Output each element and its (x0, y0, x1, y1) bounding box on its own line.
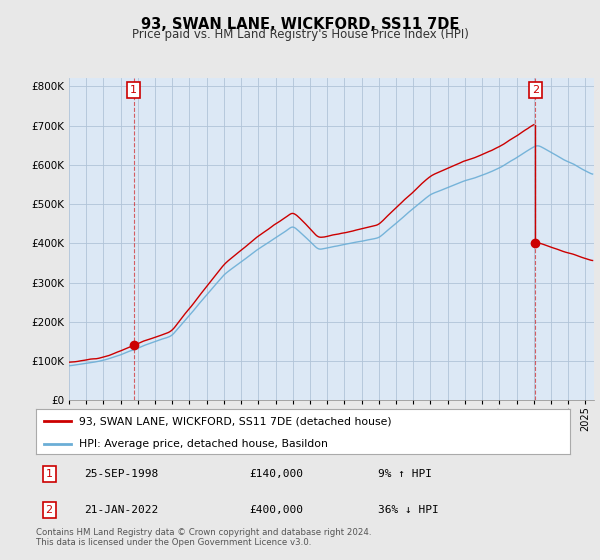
Text: 9% ↑ HPI: 9% ↑ HPI (378, 469, 432, 479)
Text: £140,000: £140,000 (250, 469, 304, 479)
Text: 1: 1 (46, 469, 53, 479)
Text: 2: 2 (46, 505, 53, 515)
Text: 21-JAN-2022: 21-JAN-2022 (84, 505, 158, 515)
Text: 36% ↓ HPI: 36% ↓ HPI (378, 505, 439, 515)
Text: HPI: Average price, detached house, Basildon: HPI: Average price, detached house, Basi… (79, 438, 328, 449)
Text: 93, SWAN LANE, WICKFORD, SS11 7DE: 93, SWAN LANE, WICKFORD, SS11 7DE (141, 17, 459, 32)
Text: 93, SWAN LANE, WICKFORD, SS11 7DE (detached house): 93, SWAN LANE, WICKFORD, SS11 7DE (detac… (79, 416, 391, 426)
Text: Contains HM Land Registry data © Crown copyright and database right 2024.
This d: Contains HM Land Registry data © Crown c… (36, 528, 371, 547)
Text: 1: 1 (130, 85, 137, 95)
Text: 2: 2 (532, 85, 539, 95)
Text: £400,000: £400,000 (250, 505, 304, 515)
Text: Price paid vs. HM Land Registry's House Price Index (HPI): Price paid vs. HM Land Registry's House … (131, 28, 469, 41)
Text: 25-SEP-1998: 25-SEP-1998 (84, 469, 158, 479)
